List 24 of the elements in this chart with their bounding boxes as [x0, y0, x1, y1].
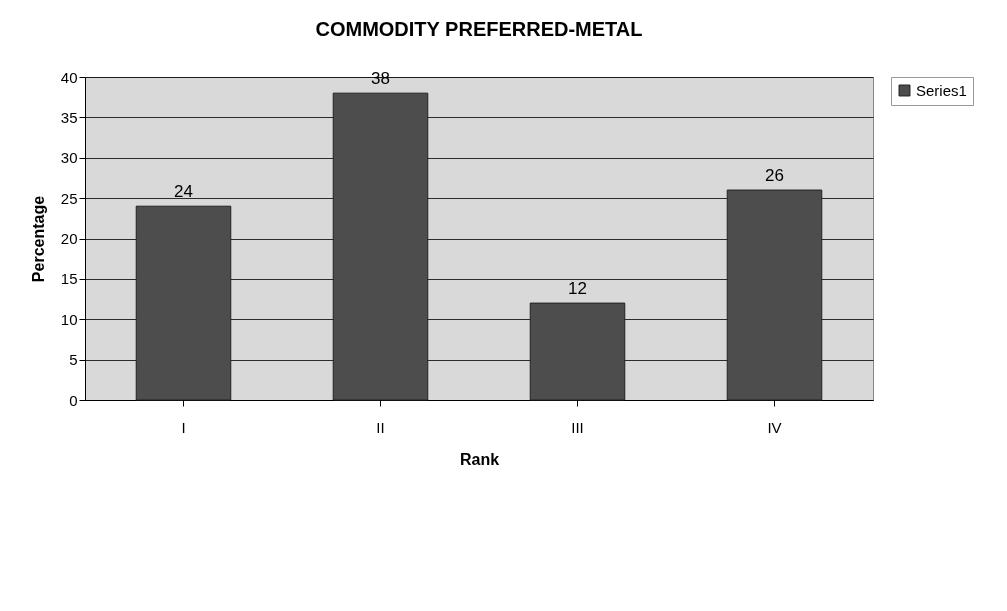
data-label: 26: [765, 166, 784, 186]
bar: [529, 302, 626, 401]
data-label: 24: [174, 182, 193, 202]
y-tick-label: 0: [69, 391, 78, 409]
bar: [135, 205, 232, 401]
y-tick-label: 25: [60, 189, 78, 207]
y-tick-label: 20: [60, 230, 78, 247]
y-tick-label: 5: [69, 351, 78, 369]
bar: [332, 92, 429, 401]
x-axis-title: Rank: [459, 450, 500, 468]
x-tick-label: III: [571, 418, 584, 436]
y-tick-label: 35: [60, 108, 78, 126]
x-tick-label: I: [181, 418, 186, 436]
y-tick-label: 30: [60, 149, 78, 167]
bar: [726, 189, 823, 401]
y-axis-title: Percentage: [29, 195, 47, 283]
chart-title: COMMODITY PREFERRED-METAL: [315, 18, 643, 40]
x-tick-label: II: [376, 418, 385, 436]
y-tick-label: 40: [60, 68, 78, 86]
legend-label: Series1: [916, 81, 967, 99]
x-tick-label: IV: [767, 418, 782, 436]
y-tick-label: 10: [60, 310, 78, 328]
y-tick-label: 15: [60, 270, 78, 288]
data-label: 12: [568, 279, 587, 299]
